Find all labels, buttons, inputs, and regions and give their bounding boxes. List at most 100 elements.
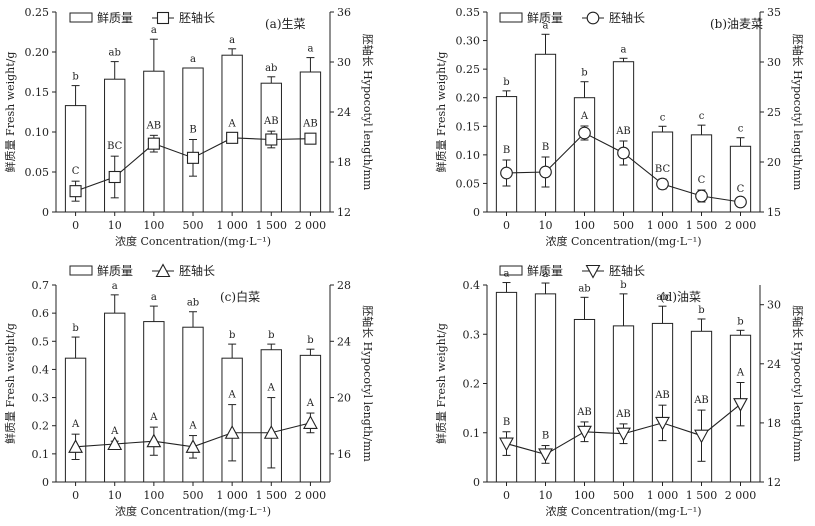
chart-panel-1: 鲜质量 胚轴长 (a)生菜 0 0.05 0.10 0.15 0.20 0.25 12 18 24 30… — [3, 6, 375, 248]
legend-marker — [156, 11, 170, 25]
x-tick-label: 0 — [72, 219, 79, 232]
x-tick-label: 500 — [183, 219, 204, 232]
y2-tick-label: 30 — [767, 56, 781, 69]
bar — [534, 53, 557, 213]
y-tick-label: 0 — [473, 476, 480, 489]
y2-tick-label: 36 — [337, 6, 351, 19]
x-tick-label: 1 500 — [686, 219, 718, 232]
y-tick-label: 0.3 — [32, 392, 50, 405]
bar-significance-label: b — [72, 72, 78, 83]
y-tick-label: 0.05 — [25, 166, 50, 179]
bar-significance-label: a — [543, 20, 549, 31]
y2-tick-label: 30 — [767, 299, 781, 312]
bar — [182, 326, 204, 483]
y2-axis-label: 胚轴长 Hypocotyl length/mm — [791, 305, 805, 462]
bar — [104, 312, 126, 483]
panel-title: (b)油麦菜 — [710, 17, 763, 31]
line-point — [263, 425, 279, 439]
y-tick-label: 0.05 — [456, 177, 481, 190]
line-significance-label: AB — [146, 120, 162, 131]
bar-significance-label: b — [620, 280, 626, 291]
x-tick-label: 10 — [108, 489, 122, 502]
y-axis-label: 鲜质量 Fresh weight/g — [3, 52, 17, 173]
y-tick-label: 0.10 — [456, 149, 481, 162]
y2-axis-label: 胚轴长 Hypocotyl length/mm — [791, 34, 805, 191]
y-tick-label: 0.6 — [32, 307, 50, 320]
line-point — [68, 439, 83, 453]
line-point — [617, 146, 630, 160]
y2-tick-label: 24 — [337, 106, 351, 119]
x-tick-label: 1 500 — [256, 219, 288, 232]
x-tick-label: 1 500 — [256, 489, 288, 502]
legend-marker — [585, 264, 601, 279]
legend-marker — [586, 11, 600, 25]
bar — [143, 321, 165, 483]
y2-tick-label: 20 — [337, 392, 351, 405]
line-significance-label: B — [503, 145, 510, 156]
line-significance-label: B — [542, 142, 549, 153]
line-point — [224, 425, 240, 439]
line-significance-label: AB — [615, 126, 631, 137]
x-tick-label: 500 — [613, 219, 634, 232]
bar-significance-label: ab — [109, 48, 121, 59]
x-axis-label: 浓度 Concentration/(mg·L⁻¹) — [115, 234, 271, 248]
legend: 鲜质量 胚轴长 — [499, 263, 645, 279]
legend-bar-label: 鲜质量 — [97, 11, 133, 25]
bar-significance-label: b — [307, 335, 313, 346]
line-significance-label: A — [228, 390, 237, 401]
x-tick-label: 100 — [574, 219, 595, 232]
y2-tick-label: 16 — [337, 448, 351, 461]
line-significance-label: A — [580, 111, 589, 122]
y-tick-label: 0.20 — [456, 92, 481, 105]
line-significance-label: A — [110, 426, 119, 437]
chart-panel-2: 鲜质量 胚轴长 (b)油麦菜 0 0.05 0.10 0.15 0.20 0.25 0.30 0.3… — [434, 6, 805, 248]
bar-significance-label: a — [112, 281, 118, 292]
y-tick-label: 0.1 — [463, 427, 481, 440]
x-tick-label: 0 — [503, 219, 510, 232]
x-tick-label: 1 000 — [647, 219, 679, 232]
x-tick-label: 10 — [539, 489, 553, 502]
x-tick-label: 500 — [183, 489, 204, 502]
x-tick-label: 2 000 — [725, 489, 757, 502]
line-point — [538, 448, 553, 463]
y2-axis-label: 胚轴长 Hypocotyl length/mm — [361, 34, 375, 191]
line-significance-label: A — [736, 368, 745, 379]
line-point — [500, 166, 513, 180]
line-point — [186, 151, 200, 164]
x-axis-label: 浓度 Concentration/(mg·L⁻¹) — [545, 234, 701, 248]
x-tick-label: 2 000 — [295, 219, 327, 232]
legend-bar-swatch — [499, 12, 523, 23]
bar-significance-label: c — [660, 112, 666, 123]
y2-tick-label: 24 — [337, 335, 351, 348]
bar-significance-label: a — [151, 25, 157, 36]
x-tick-label: 1 500 — [686, 489, 718, 502]
bar-significance-label: b — [268, 330, 274, 341]
y-tick-label: 0.3 — [463, 328, 481, 341]
line-point — [578, 126, 591, 140]
bar-significance-label: a — [151, 292, 157, 303]
bar-significance-label: a — [543, 269, 549, 280]
x-axis-label: 浓度 Concentration/(mg·L⁻¹) — [545, 504, 701, 518]
y2-tick-label: 18 — [337, 156, 351, 169]
bar-significance-label: a — [307, 44, 313, 55]
bar-significance-label: b — [698, 305, 704, 316]
y-tick-label: 0.7 — [32, 279, 50, 292]
bar-significance-label: b — [737, 316, 743, 327]
line-point — [733, 398, 748, 412]
line-point — [147, 137, 160, 150]
panel-title: (a)生菜 — [265, 17, 306, 31]
legend-bar-swatch — [499, 265, 523, 276]
bar-significance-label: b — [229, 330, 235, 341]
line-significance-label: BC — [107, 141, 123, 152]
line-significance-label: AB — [263, 116, 279, 127]
chart-panel-3: 鲜质量 胚轴长 (c)白菜 0 0.1 0.2 0.3 0.4 0.5 0.6 0.7 16 20 24 2… — [3, 263, 375, 518]
bar-significance-label: a — [190, 54, 196, 65]
line-point — [577, 425, 592, 440]
y2-tick-label: 35 — [767, 6, 781, 19]
line-point — [734, 195, 747, 209]
y-tick-label: 0.1 — [32, 448, 50, 461]
line-point — [226, 131, 239, 144]
line-point — [656, 177, 669, 191]
bar — [612, 325, 635, 483]
line-point — [499, 437, 514, 452]
